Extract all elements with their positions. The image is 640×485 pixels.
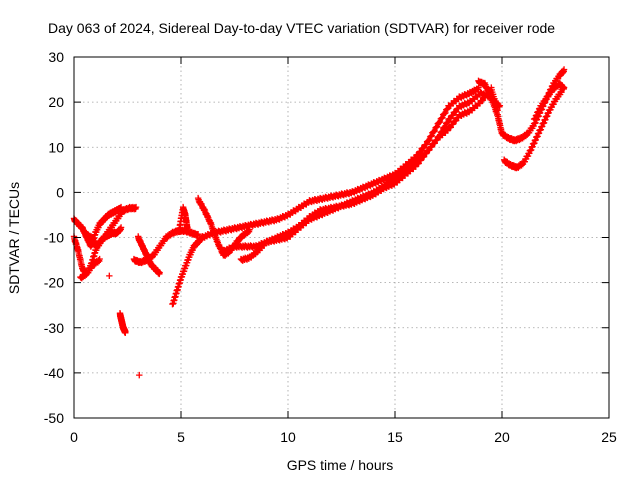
chart-title: Day 063 of 2024, Sidereal Day-to-day VTE…	[48, 20, 555, 36]
y-tick-label: -50	[44, 410, 64, 426]
data-point	[136, 371, 143, 379]
x-axis-label: GPS time / hours	[287, 457, 394, 473]
axis-ticks: 0 5 10 15 20 25 -50 -40 -30 -20 -10 0 10 20 30	[44, 49, 617, 445]
y-tick-label: -10	[44, 230, 64, 246]
data-point	[475, 84, 482, 91]
data-point	[431, 127, 438, 135]
series-arc-main-a	[199, 84, 482, 241]
data-point	[184, 224, 191, 231]
series-arc-late-rise	[500, 86, 566, 172]
series-arc-midmorning	[194, 194, 253, 259]
y-tick-label: 30	[48, 49, 64, 65]
data-point	[132, 203, 140, 211]
data-point	[428, 132, 435, 139]
data-point	[433, 123, 441, 130]
data-point	[106, 272, 113, 280]
data-point	[444, 118, 451, 126]
x-tick-label: 0	[70, 429, 78, 445]
x-tick-label: 20	[494, 429, 510, 445]
series-arc-morning-b	[135, 233, 163, 278]
series-arc-outlier-group	[116, 309, 129, 337]
series-arc-late-high	[530, 79, 568, 123]
y-tick-label: -40	[44, 365, 64, 381]
data-point	[194, 230, 202, 238]
data-point	[442, 109, 449, 117]
data-point	[96, 255, 103, 263]
x-tick-label: 5	[177, 429, 185, 445]
x-tick-label: 15	[387, 429, 403, 445]
data-point	[560, 66, 568, 73]
grid	[74, 57, 609, 418]
x-tick-label: 10	[280, 429, 296, 445]
data-points	[70, 66, 568, 379]
data-point	[426, 136, 433, 144]
series-arc-climb	[169, 233, 206, 308]
y-tick-label: 0	[56, 184, 64, 200]
y-tick-label: 20	[48, 94, 64, 110]
data-point	[199, 233, 206, 240]
y-axis-label: SDTVAR / TECUs	[6, 182, 22, 294]
series-arc-early-a	[70, 203, 125, 250]
data-point	[436, 118, 444, 126]
data-point	[246, 226, 253, 233]
y-tick-label: -30	[44, 320, 64, 336]
series-arc-early-c	[81, 203, 140, 250]
series-arc-dip-recovery	[475, 66, 568, 145]
series-arc-outlier-single	[106, 272, 143, 379]
y-tick-label: -20	[44, 275, 64, 291]
data-point	[560, 84, 568, 91]
series-arc-tail-isolated	[77, 255, 103, 282]
data-point	[156, 269, 163, 276]
y-tick-label: 10	[48, 139, 64, 155]
x-tick-label: 25	[601, 429, 617, 445]
data-point	[117, 224, 125, 231]
data-point	[439, 114, 446, 121]
series-arc-spike	[175, 203, 191, 236]
data-point	[122, 328, 129, 335]
